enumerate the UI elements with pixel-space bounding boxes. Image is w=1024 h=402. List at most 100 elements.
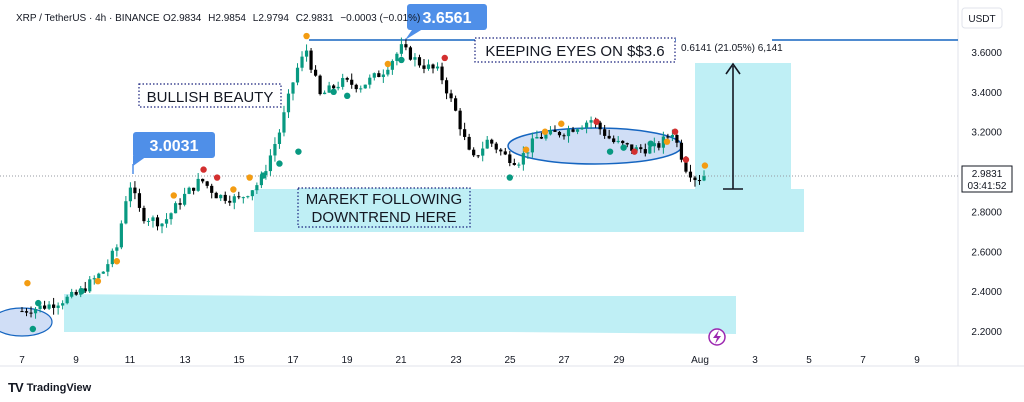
candle-body bbox=[38, 305, 42, 309]
candle-body bbox=[323, 92, 327, 95]
time-tick-label: 7 bbox=[19, 355, 25, 366]
candle-body bbox=[196, 178, 200, 191]
candle-body bbox=[404, 44, 408, 48]
time-tick-label: 25 bbox=[504, 355, 516, 366]
candle-body bbox=[295, 67, 300, 83]
price-tick-label: 2.2000 bbox=[971, 327, 1002, 338]
candle-body bbox=[562, 135, 566, 137]
peak-callout: 3.6561 bbox=[405, 4, 487, 40]
lightning-icon[interactable] bbox=[708, 328, 726, 346]
candle-body bbox=[431, 64, 435, 69]
candle-body bbox=[417, 57, 422, 66]
candle-body bbox=[133, 187, 137, 194]
candle-body bbox=[390, 60, 394, 70]
candle-body bbox=[106, 264, 110, 272]
signal-marker bbox=[506, 174, 513, 181]
time-tick-label: 15 bbox=[233, 355, 245, 366]
candle-body bbox=[463, 129, 467, 137]
candle-body bbox=[521, 153, 525, 165]
candle-body bbox=[598, 122, 602, 130]
signal-marker bbox=[230, 186, 237, 193]
candle-body bbox=[214, 192, 218, 199]
candle-body bbox=[70, 291, 74, 297]
change-value: −0.0003 (−0.01%) bbox=[340, 13, 420, 24]
time-tick-label: 11 bbox=[125, 355, 136, 366]
low-value: 2.9794 bbox=[258, 13, 289, 24]
candle-body bbox=[621, 140, 625, 144]
candle-body bbox=[237, 196, 241, 198]
price-tick-label: 3.4000 bbox=[971, 88, 1002, 99]
svg-text:O2.9834 H2.9854 L2: O2.9834 H2.9854 L2.9794 C2.9831 −0.0003 … bbox=[163, 13, 420, 24]
candle-body bbox=[42, 305, 47, 309]
candle-body bbox=[607, 135, 611, 139]
signal-marker bbox=[384, 60, 392, 68]
candle-body bbox=[282, 112, 286, 133]
candle-body bbox=[264, 171, 268, 176]
signal-marker bbox=[24, 279, 31, 287]
time-tick-label: 3 bbox=[752, 355, 758, 366]
symbol-header: XRP / TetherUS · 4h · BINANCE O2.9834 H2… bbox=[16, 13, 420, 24]
time-tick-label: 5 bbox=[806, 355, 812, 366]
time-tick-label: 17 bbox=[287, 355, 299, 366]
candle-body bbox=[341, 78, 345, 87]
price-axis[interactable]: 3.60003.40003.20003.00002.80002.60002.40… bbox=[971, 48, 1002, 338]
candle-body bbox=[661, 136, 665, 148]
candle-body bbox=[173, 203, 178, 214]
time-tick-label: 19 bbox=[341, 355, 353, 366]
candle-body bbox=[74, 291, 78, 295]
candle-body bbox=[151, 217, 155, 221]
candle-body bbox=[47, 304, 51, 309]
signal-marker bbox=[398, 56, 405, 64]
time-axis[interactable]: 7 9 11 13 15 17 19 21 23 25 27 29 Aug 3 5 7 9 bbox=[19, 355, 920, 366]
countdown-value: 03:41:52 bbox=[968, 181, 1007, 192]
keeping-eyes-text: KEEPING EYES ON $$3.6 bbox=[485, 43, 664, 60]
candle-body bbox=[372, 73, 376, 78]
breakout-price-label: 3.0031 bbox=[150, 138, 199, 155]
candle-body bbox=[332, 85, 336, 89]
signal-marker bbox=[671, 128, 679, 135]
tradingview-logo[interactable]: TV TradingView bbox=[8, 380, 91, 395]
signal-marker bbox=[303, 32, 310, 40]
currency-button[interactable]: USDT bbox=[961, 7, 1003, 29]
candle-body bbox=[164, 219, 169, 224]
candle-body bbox=[449, 93, 453, 99]
candle-body bbox=[503, 151, 507, 155]
candle-body bbox=[83, 288, 87, 292]
candle-body bbox=[304, 50, 309, 57]
bullish-box bbox=[138, 83, 282, 108]
candle-body bbox=[381, 74, 385, 78]
low-label: L bbox=[253, 13, 259, 24]
signal-marker bbox=[170, 192, 177, 199]
candle-body bbox=[467, 136, 471, 150]
candle-body bbox=[259, 175, 263, 186]
candle-body bbox=[128, 187, 132, 202]
measure-arrow bbox=[723, 62, 743, 190]
candle-body bbox=[512, 163, 516, 165]
measure-zone bbox=[695, 63, 791, 189]
signal-marker bbox=[78, 287, 85, 295]
support-zone-lower-shape bbox=[64, 294, 736, 334]
candle-body bbox=[625, 143, 629, 145]
candle-body bbox=[517, 164, 521, 166]
candle-body bbox=[444, 80, 449, 94]
current-price-value: 2.9831 bbox=[972, 169, 1003, 180]
candle-body bbox=[702, 176, 706, 181]
price-tick-label: 3.2000 bbox=[971, 128, 1002, 139]
candle-body bbox=[580, 127, 584, 130]
high-label: H bbox=[208, 13, 215, 24]
signal-marker bbox=[558, 120, 565, 127]
candle-body bbox=[178, 203, 182, 205]
candle-body bbox=[566, 129, 571, 137]
signal-marker bbox=[200, 166, 207, 173]
candle-body bbox=[494, 143, 498, 150]
candle-body bbox=[119, 223, 123, 248]
candle-body bbox=[273, 143, 277, 156]
signal-marker bbox=[344, 92, 351, 100]
candle-body bbox=[435, 66, 440, 69]
currency-label: USDT bbox=[968, 14, 995, 25]
candle-body bbox=[232, 196, 236, 203]
candle-body bbox=[499, 149, 503, 152]
candle-body bbox=[169, 213, 173, 220]
candle-body bbox=[210, 185, 214, 193]
